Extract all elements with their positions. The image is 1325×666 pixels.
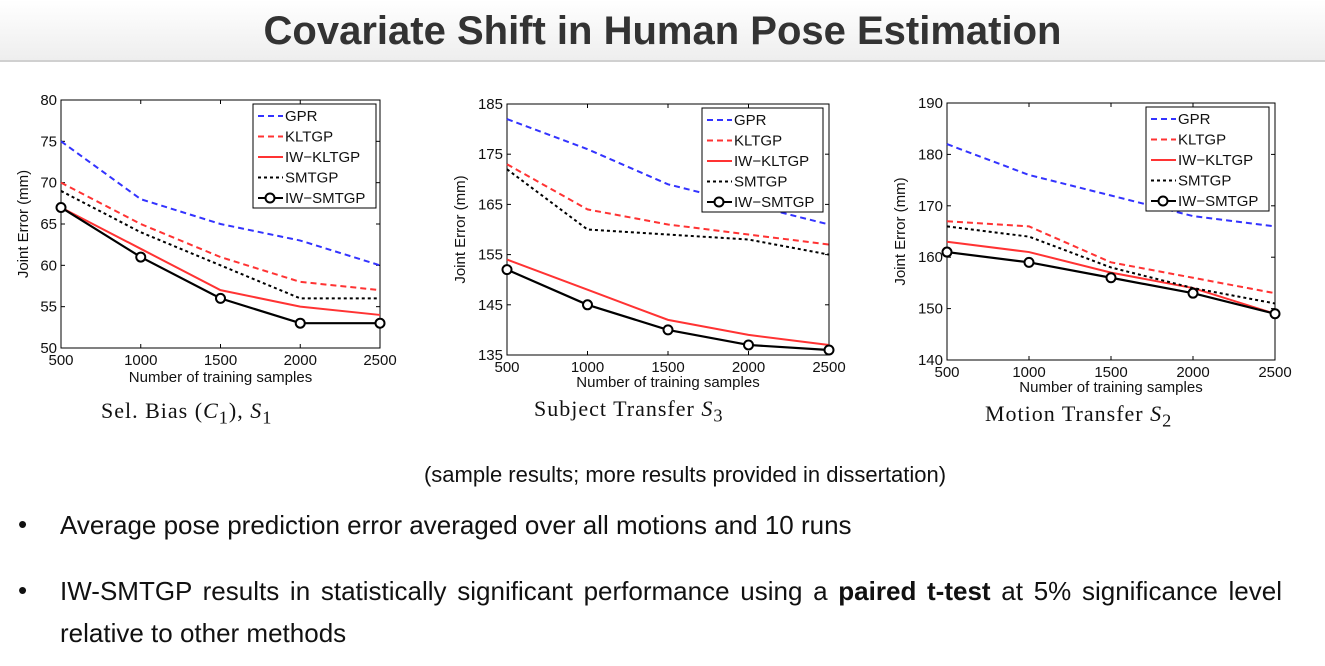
y-axis-label: Joint Error (mm) — [452, 175, 469, 283]
series-point — [215, 292, 226, 304]
legend-entry: GPR — [1178, 111, 1211, 128]
y-tick-label: 155 — [478, 247, 503, 264]
y-tick-label: 150 — [918, 301, 943, 318]
y-tick-label: 65 — [40, 216, 57, 233]
legend-entry: GPR — [285, 108, 318, 125]
series-point — [662, 324, 674, 336]
series-point — [135, 251, 147, 263]
caption-subject-transfer: Subject Transfer S3 — [534, 396, 724, 426]
series-point — [582, 299, 593, 311]
series-point — [743, 339, 754, 351]
series-point — [941, 246, 953, 258]
bullet-marker-1: • — [18, 509, 28, 539]
legend-marker — [1157, 195, 1169, 207]
x-tick-label: 2500 — [1258, 364, 1291, 381]
y-axis-label: Joint Error (mm) — [15, 170, 32, 278]
y-tick-label: 160 — [918, 249, 943, 266]
x-tick-label: 500 — [494, 359, 519, 376]
legend-marker — [713, 196, 725, 208]
legend-entry: IW−SMTGP — [285, 190, 365, 207]
slide-title: Covariate Shift in Human Pose Estimation — [263, 9, 1062, 53]
x-tick-label: 1000 — [1012, 364, 1045, 381]
y-tick-label: 180 — [918, 146, 943, 163]
bold-term: paired t-test — [838, 576, 991, 606]
series-point — [55, 201, 67, 213]
series-line-iw-kltgp — [60, 206, 381, 316]
y-tick-label: 50 — [40, 340, 57, 357]
x-tick-label: 2000 — [732, 359, 765, 376]
legend-entry: IW−KLTGP — [285, 149, 360, 166]
legend-entry: IW−SMTGP — [734, 194, 814, 211]
series-point — [294, 317, 306, 329]
legend-entry: GPR — [734, 112, 767, 129]
legend-entry: IW−KLTGP — [1178, 152, 1253, 169]
series-line-gpr — [60, 140, 381, 267]
series-line-iw-kltgp — [506, 258, 830, 346]
x-axis-label: Number of training samples — [129, 369, 312, 386]
series-point — [1269, 308, 1281, 320]
legend-entry: SMTGP — [734, 174, 787, 191]
y-tick-label: 140 — [918, 352, 943, 369]
x-tick-label: 1500 — [204, 352, 237, 369]
series-line-smtgp — [506, 168, 830, 256]
series-point — [1187, 287, 1199, 299]
results-note: (sample results; more results provided i… — [423, 462, 947, 487]
x-tick-label: 1500 — [1094, 364, 1127, 381]
legend-marker — [264, 192, 276, 204]
bullet-text-1: Average pose prediction error averaged o… — [60, 510, 852, 540]
title-bar — [0, 0, 1325, 60]
y-tick-label: 190 — [918, 95, 943, 112]
series-point — [501, 264, 513, 276]
series-line-smtgp — [60, 190, 380, 300]
x-tick-label: 500 — [934, 364, 959, 381]
y-axis-label: Joint Error (mm) — [892, 177, 909, 285]
series-line-kltgp — [946, 220, 1276, 295]
legend-entry: KLTGP — [285, 129, 333, 146]
legend-entry: IW−SMTGP — [1178, 193, 1258, 210]
y-tick-label: 145 — [478, 297, 503, 314]
x-axis-label: Number of training samples — [1019, 379, 1202, 396]
y-tick-label: 135 — [478, 347, 503, 364]
x-tick-label: 1000 — [124, 352, 157, 369]
legend-entry: SMTGP — [1178, 173, 1231, 190]
x-tick-label: 2500 — [363, 352, 396, 369]
y-tick-label: 55 — [40, 299, 57, 316]
x-tick-label: 1500 — [651, 359, 684, 376]
y-tick-label: 170 — [918, 198, 943, 215]
series-point — [1023, 256, 1035, 268]
bullet-text-2: IW-SMTGP results in statistically signif… — [60, 576, 1283, 648]
legend-entry: SMTGP — [285, 170, 338, 187]
series-point — [1105, 272, 1117, 284]
title-divider — [0, 60, 1325, 62]
series-point — [823, 344, 835, 356]
x-tick-label: 2500 — [812, 359, 845, 376]
y-tick-label: 70 — [40, 175, 57, 192]
caption-motion-transfer: Motion Transfer S2 — [985, 401, 1173, 431]
y-tick-label: 175 — [478, 146, 503, 163]
series-line-kltgp — [506, 163, 830, 246]
legend-entry: IW−KLTGP — [734, 153, 809, 170]
x-tick-label: 2000 — [284, 352, 317, 369]
bullet-marker-2: • — [18, 575, 28, 605]
x-tick-label: 2000 — [1176, 364, 1209, 381]
y-tick-label: 185 — [478, 96, 503, 113]
y-tick-label: 80 — [40, 92, 57, 109]
x-axis-label: Number of training samples — [576, 374, 759, 391]
legend-entry: KLTGP — [734, 133, 782, 150]
y-tick-label: 75 — [40, 133, 57, 150]
series-line-smtgp — [946, 225, 1276, 305]
x-tick-label: 1000 — [571, 359, 604, 376]
y-tick-label: 165 — [478, 196, 503, 213]
x-tick-label: 500 — [48, 352, 73, 369]
y-tick-label: 60 — [40, 257, 57, 274]
series-line-gpr — [946, 143, 1276, 228]
legend-entry: KLTGP — [1178, 132, 1226, 149]
series-point — [374, 317, 386, 329]
caption-selection-bias: Sel. Bias (C1), S1 — [101, 398, 273, 428]
